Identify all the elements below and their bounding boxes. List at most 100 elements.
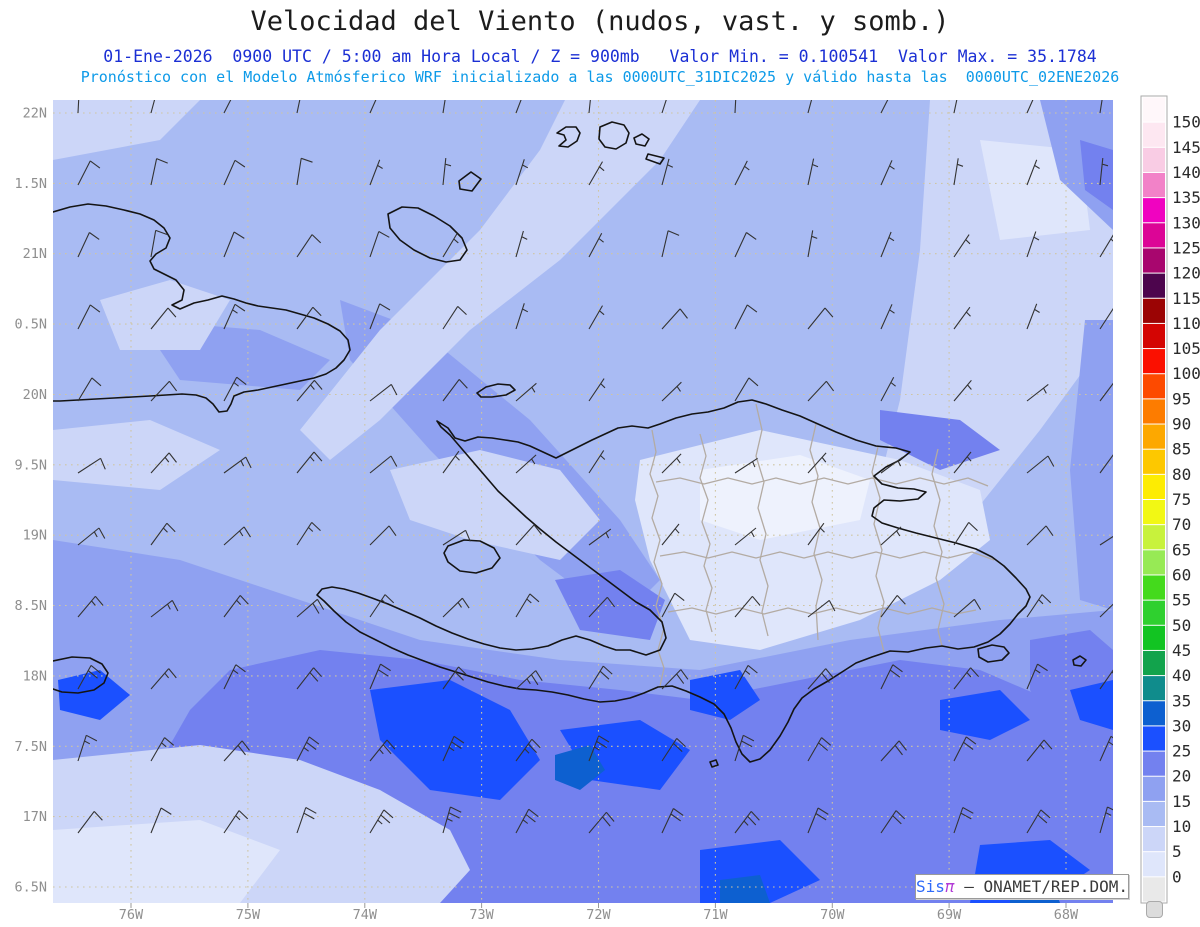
wind-barb [734,232,757,258]
lat-label: 22N [23,106,47,122]
wind-barb [588,528,612,546]
wind-barb [734,304,758,330]
colorbar-segment [1143,424,1165,449]
coastline-gonave [443,539,501,574]
wind-barb [588,232,604,258]
colorbar-segment [1143,147,1165,172]
wind-barb [880,810,906,834]
coastline-turks-1 [556,126,581,148]
wind-barb [1026,303,1040,330]
colorbar-segment [1143,525,1165,550]
wind-barb [953,521,978,546]
wind-barb [1026,231,1040,258]
wind-barb [880,231,895,258]
wind-barb [588,811,615,834]
wind-barb [953,736,977,762]
colorbar-segment [1143,172,1165,198]
lon-label: 76W [119,907,144,923]
wind-speed-region [390,450,600,560]
colorbar-label: 150 [1172,113,1200,132]
wind-barb [588,100,591,114]
wind-barb [880,740,907,762]
wind-speed-region [940,690,1030,740]
lat-label: 8.5N [14,598,47,614]
coastline-turks-3 [633,133,650,147]
colorbar-label: 90 [1172,415,1191,434]
colorbar-segment [1143,650,1165,676]
wind-barb [77,457,106,474]
wind-barb [223,376,247,402]
wind-barb [1099,100,1103,114]
wind-barb [880,304,895,330]
wind-barb [515,738,541,762]
wind-speed-region [700,455,870,540]
colorbar-label: 25 [1172,742,1191,761]
wind-barb [1099,603,1113,618]
lat-label: 0.5N [14,317,47,333]
wind-barb [953,306,971,330]
colorbar-label: 65 [1172,540,1191,559]
wind-speed-region [100,280,230,350]
colorbar-segment [1143,374,1165,399]
wind-barb [880,526,902,546]
colorbar-label: 140 [1172,163,1200,182]
wind-barb [223,526,251,546]
province-border [667,607,977,615]
wind-barb [150,668,177,690]
wind-barb [953,598,982,618]
watermark-credit: – ONAMET/REP.DOM. [954,877,1128,896]
wind-barb [880,160,895,186]
wind-barb [77,232,100,258]
colorbar-label: 45 [1172,641,1191,660]
wind-barb [369,383,398,402]
coastline-saona [977,644,1010,663]
colorbar-label: 100 [1172,364,1200,383]
colorbar-segment [1143,625,1165,650]
lat-label: 1.5N [14,176,47,192]
wind-barb [442,529,471,546]
colorbar-segment [1143,827,1165,852]
colorbar-end-cap [1146,901,1163,918]
wind-barb [807,599,836,618]
wind-barb [150,522,176,546]
wind-barb [588,596,616,618]
colorbar-label: 5 [1172,842,1182,861]
lon-label: 74W [353,907,378,923]
wind-barb [953,158,964,186]
wind-barb [807,307,834,330]
province-border [871,446,885,653]
wind-barb [150,737,175,762]
colorbar-label: 15 [1172,792,1191,811]
wind-barb [223,740,250,762]
colorbar-label: 110 [1172,314,1200,333]
colorbar-label: 35 [1172,691,1191,710]
wind-barb [807,737,832,762]
coastline-jamaica [53,656,109,694]
wind-barb [661,453,682,474]
colorbar-segment [1143,449,1165,474]
colorbar-label: 50 [1172,616,1191,635]
wind-barb [734,100,737,114]
wind-barb [880,100,889,114]
wind-barb [223,810,249,834]
wind-barb [150,100,156,114]
colorbar-label: 70 [1172,515,1191,534]
wind-barb [515,303,529,330]
wind-speed-region [720,875,770,903]
colorbar-segment [1143,349,1165,374]
wind-barb [515,230,528,258]
colorbar-segment [1143,575,1165,600]
wind-barb [1099,382,1113,402]
wind-barb [734,457,758,474]
wind-barb [442,597,470,618]
wind-barb [369,663,391,690]
colorbar-segment [1143,852,1165,877]
wind-barb [442,666,468,690]
lon-label: 75W [236,907,261,923]
lat-label: 7.5N [14,739,47,755]
lon-label: 72W [586,907,611,923]
wind-barb [588,735,610,762]
wind-barb [369,231,390,258]
colorbar-segment [1143,500,1165,525]
wind-barb [807,158,819,186]
